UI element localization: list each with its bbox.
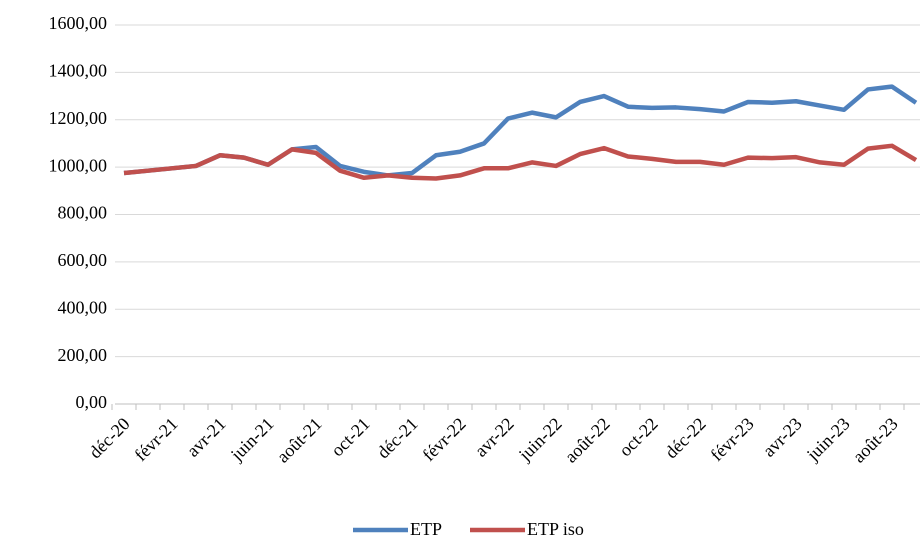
x-tick-label: févr-23	[706, 414, 757, 465]
series-line	[123, 84, 918, 178]
x-tick-label: déc-20	[85, 414, 134, 463]
x-tick-label: juin-21	[226, 414, 278, 466]
x-tick-label: juin-23	[802, 414, 854, 466]
x-tick-label: déc-21	[373, 414, 422, 463]
y-tick-label: 1600,00	[49, 13, 108, 33]
series-line	[123, 143, 918, 181]
x-tick-label: avr-22	[471, 414, 518, 461]
y-tick-label: 1200,00	[49, 108, 108, 128]
x-tick-label: févr-21	[130, 414, 181, 465]
x-tick-label: juin-22	[514, 414, 566, 466]
x-tick-label: oct-22	[615, 414, 662, 461]
y-tick-label: 0,00	[76, 392, 108, 412]
y-tick-label: 800,00	[58, 203, 108, 223]
x-tick-label: août-23	[849, 414, 902, 467]
y-tick-label: 1400,00	[49, 61, 108, 81]
y-tick-label: 200,00	[58, 345, 108, 365]
x-tick-label: déc-22	[661, 414, 710, 463]
x-tick-label: oct-21	[327, 414, 374, 461]
x-tick-label: août-21	[273, 414, 326, 467]
legend-label: ETP iso	[527, 519, 584, 539]
x-tick-label: avr-23	[759, 414, 806, 461]
x-tick-label: févr-22	[418, 414, 469, 465]
y-tick-label: 1000,00	[49, 155, 108, 175]
x-tick-label: avr-21	[183, 414, 230, 461]
y-tick-label: 600,00	[58, 250, 108, 270]
legend-label: ETP	[410, 519, 442, 539]
x-tick-label: août-22	[561, 414, 614, 467]
y-tick-label: 400,00	[58, 297, 108, 317]
